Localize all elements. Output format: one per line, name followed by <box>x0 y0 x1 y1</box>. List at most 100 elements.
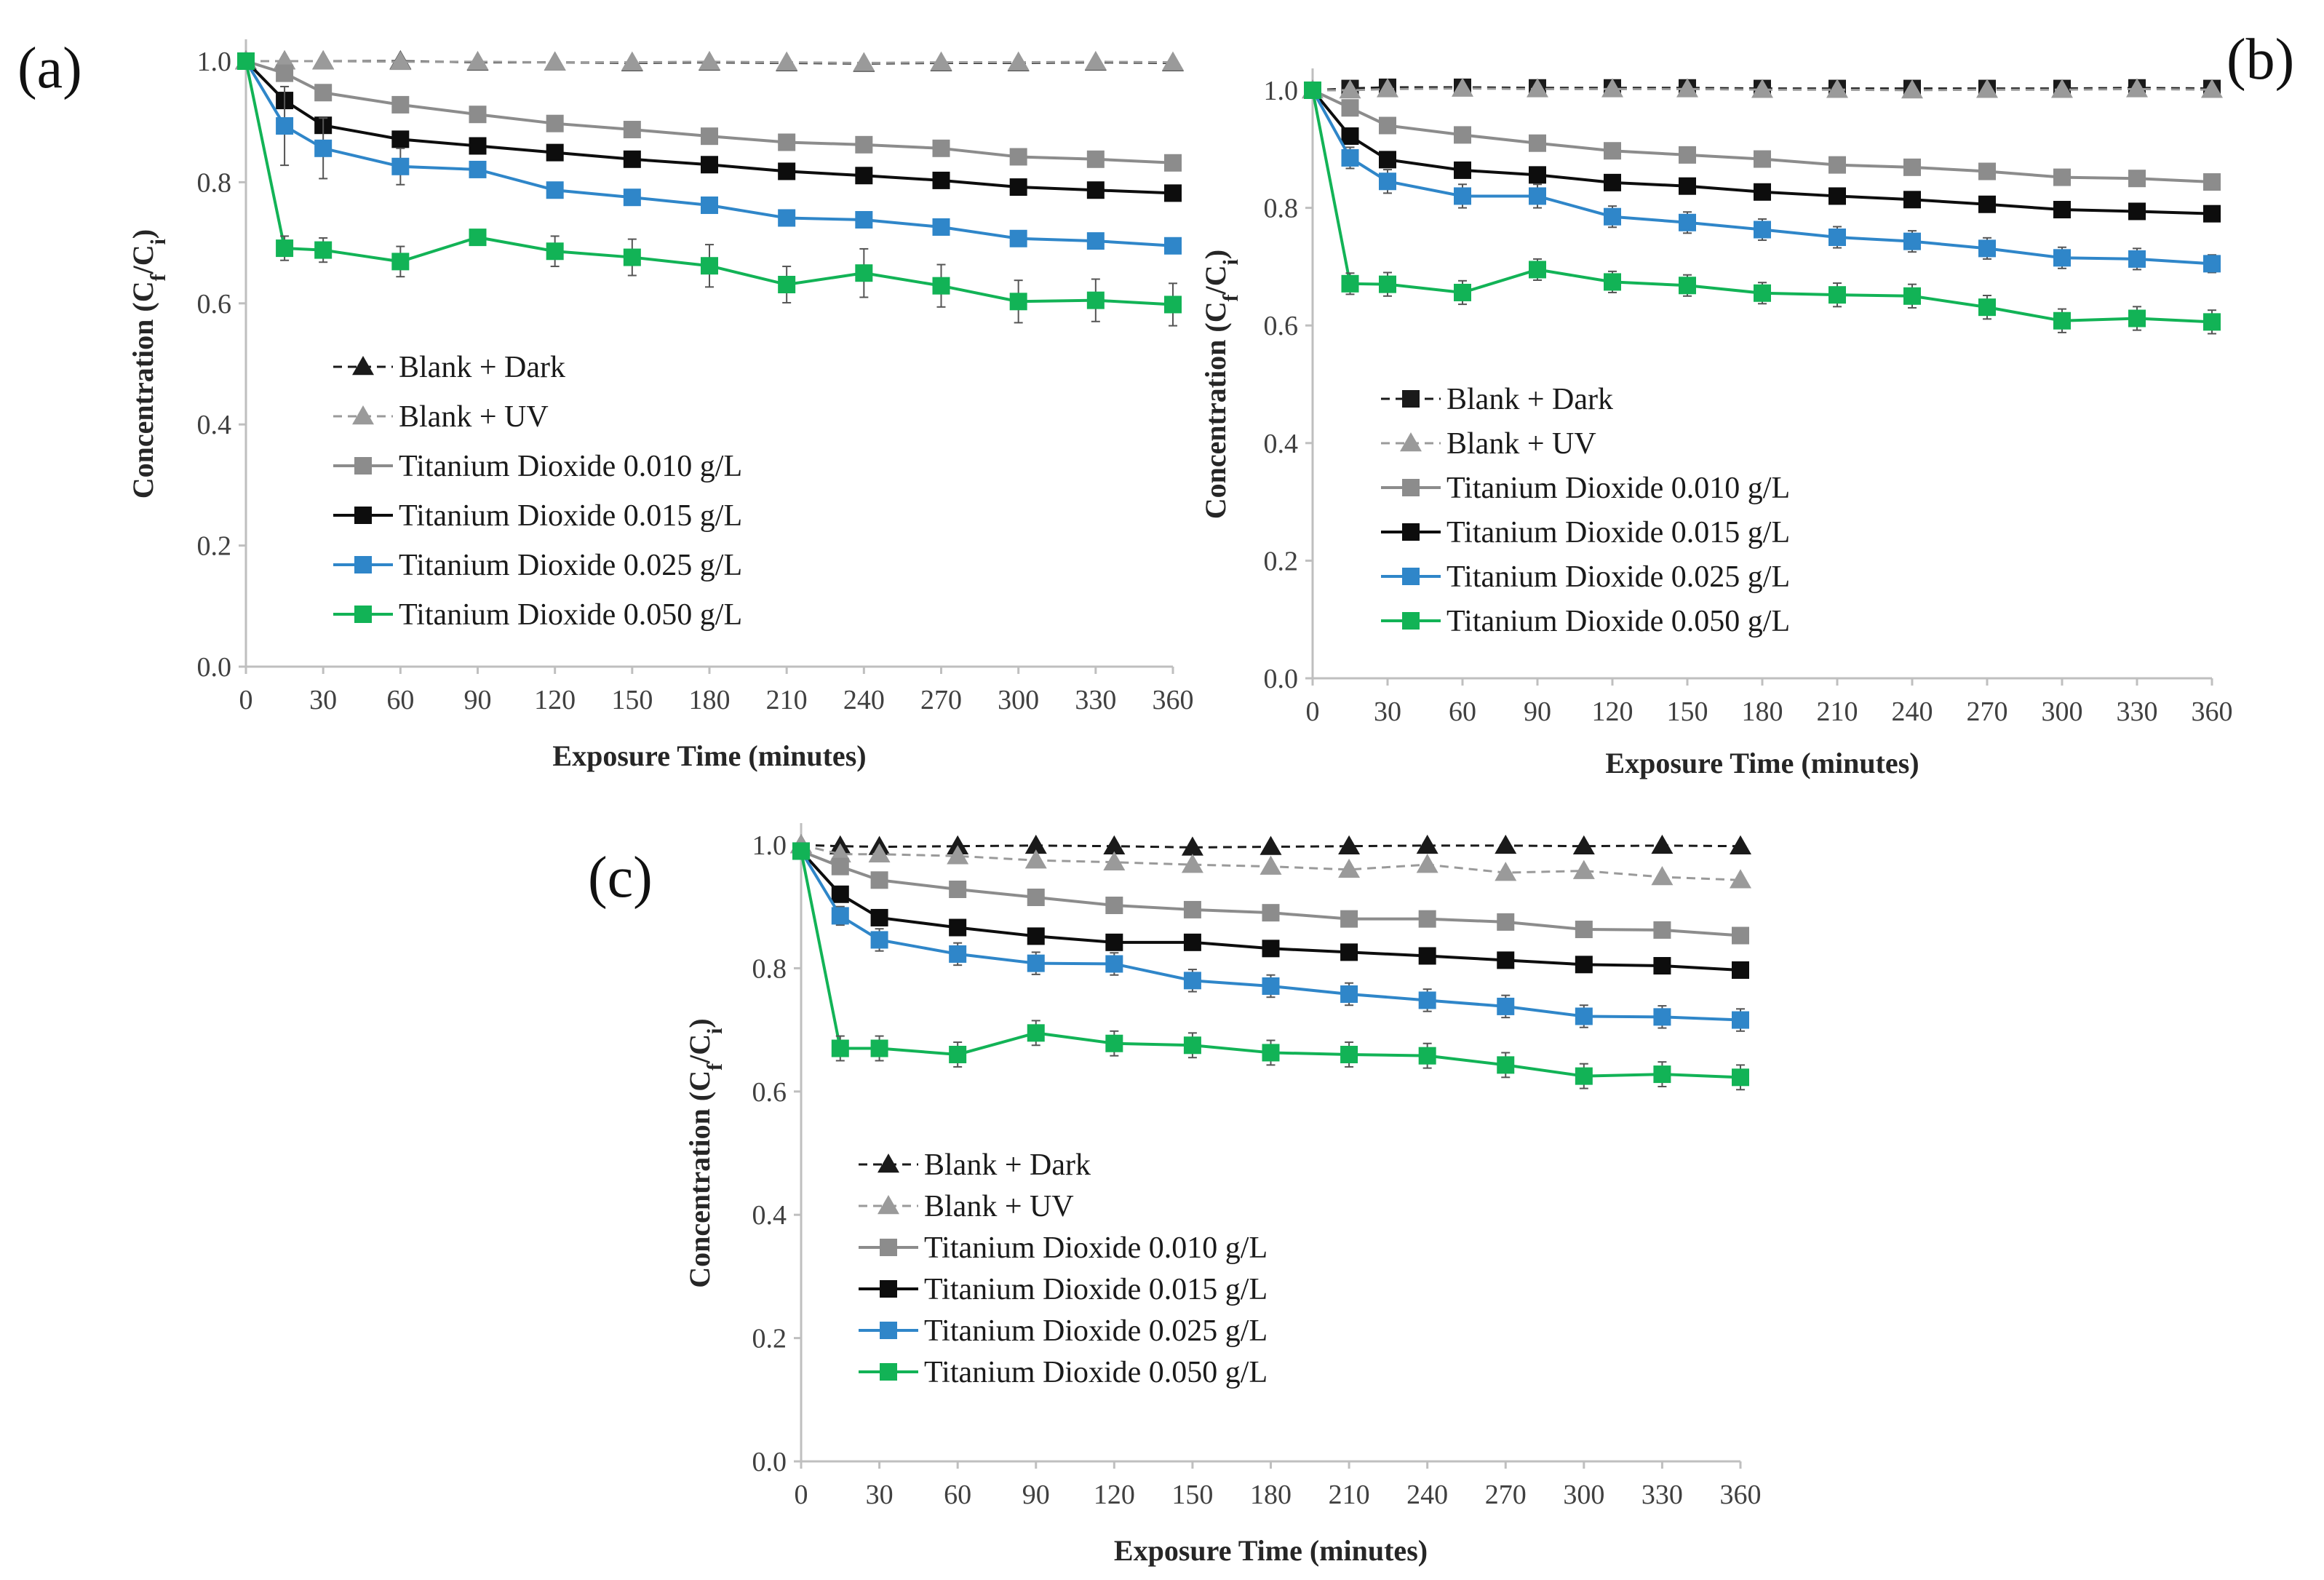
data-point <box>1651 834 1674 854</box>
data-point <box>391 130 410 148</box>
data-point <box>1164 237 1182 255</box>
x-tick-label: 60 <box>386 685 414 715</box>
data-point <box>2128 170 2146 188</box>
data-point <box>1575 956 1593 974</box>
x-tick-label: 300 <box>1563 1480 1604 1510</box>
data-point <box>1379 275 1396 293</box>
y-tick-label: 0.2 <box>752 1324 787 1354</box>
series-line <box>244 60 1174 247</box>
data-point <box>1164 154 1182 172</box>
data-point <box>1732 961 1749 979</box>
x-tick-label: 150 <box>1171 1480 1213 1510</box>
x-tick-label: 180 <box>689 685 731 715</box>
data-point <box>829 843 851 862</box>
data-point <box>1529 134 1546 152</box>
data-point <box>2053 201 2071 219</box>
data-point <box>1903 191 1921 209</box>
data-point <box>1572 835 1595 854</box>
legend-label: Blank + Dark <box>399 351 565 384</box>
series-6 <box>237 52 1182 327</box>
series-line <box>245 60 1174 164</box>
x-tick-label: 270 <box>920 685 962 715</box>
series-line <box>244 60 1174 306</box>
x-tick-label: 330 <box>1641 1480 1683 1510</box>
panel-label: (a) <box>17 36 82 100</box>
data-point <box>1164 295 1182 314</box>
data-point <box>1651 866 1674 886</box>
data-point <box>314 139 333 157</box>
data-point <box>1338 858 1361 878</box>
series-line <box>1311 89 2213 215</box>
legend-label: Blank + Dark <box>924 1148 1091 1182</box>
data-point <box>1418 947 1436 965</box>
data-point <box>1377 78 1398 98</box>
data-point <box>1340 943 1358 961</box>
data-point <box>1454 187 1471 205</box>
data-point <box>1162 51 1184 71</box>
x-tick-label: 150 <box>1667 696 1708 727</box>
y-axis-title: Concentration (Cf/Ci) <box>683 1018 727 1288</box>
legend-marker <box>1402 390 1420 408</box>
legend-item: Blank + Dark <box>859 1148 1091 1182</box>
y-tick-label: 1.0 <box>197 47 232 77</box>
y-tick-label: 1.0 <box>1264 76 1299 106</box>
x-tick-label: 330 <box>2117 696 2158 727</box>
data-point <box>1024 834 1047 854</box>
data-point <box>1027 1024 1045 1042</box>
data-point <box>1103 835 1126 854</box>
data-point <box>2203 255 2221 273</box>
x-tick-label: 270 <box>1485 1480 1527 1510</box>
data-point <box>1575 1067 1593 1085</box>
x-tick-label: 90 <box>464 685 492 715</box>
data-point <box>778 162 796 180</box>
data-point <box>1262 1044 1280 1062</box>
data-point <box>2203 205 2221 223</box>
data-point <box>1529 187 1546 205</box>
data-point <box>853 52 875 71</box>
data-point <box>932 139 950 157</box>
data-point <box>1418 1047 1436 1065</box>
series-line <box>1311 90 2213 266</box>
y-axis-title-part: Concentration (C <box>683 1071 716 1288</box>
data-point <box>1575 1007 1593 1025</box>
y-axis-title-subscript: i <box>146 239 170 245</box>
legend-marker <box>1402 523 1420 541</box>
legend-label: Titanium Dioxide 0.015 g/L <box>399 499 742 533</box>
series-line <box>1312 89 2213 184</box>
data-point <box>947 835 969 854</box>
data-point <box>1454 161 1471 179</box>
legend-marker <box>1400 432 1422 452</box>
panel-label: (c) <box>588 846 653 910</box>
legend-label: Titanium Dioxide 0.010 g/L <box>924 1231 1268 1265</box>
data-point <box>1732 926 1749 945</box>
data-point <box>1181 854 1203 873</box>
legend-item: Blank + UV <box>859 1190 1074 1223</box>
data-point <box>1086 181 1105 199</box>
legend-marker <box>880 1239 897 1256</box>
data-point <box>1105 1034 1123 1052</box>
data-point <box>1452 77 1473 97</box>
data-point <box>546 242 564 261</box>
data-point <box>1183 1036 1201 1055</box>
data-point <box>1262 904 1280 922</box>
x-tick-label: 180 <box>1250 1480 1292 1510</box>
legend-marker <box>880 1322 897 1339</box>
y-tick-label: 0.4 <box>197 410 232 440</box>
data-point <box>932 218 950 236</box>
data-point <box>276 239 294 258</box>
data-point <box>778 276 796 294</box>
x-tick-label: 240 <box>1406 1480 1448 1510</box>
data-point <box>1340 985 1358 1003</box>
data-point <box>2128 309 2146 327</box>
y-tick-label: 0.6 <box>752 1077 787 1108</box>
series-line <box>1311 90 2213 324</box>
series-5 <box>792 842 1749 1032</box>
legend-marker <box>354 606 372 623</box>
data-point <box>1454 283 1471 301</box>
data-point <box>855 167 873 185</box>
chart-panel-3: 0 30 60 90 120 150 180 210 240 270 300 330 360 0.0 0.2… <box>588 823 1762 1567</box>
data-point <box>1497 1056 1515 1074</box>
data-point <box>1183 933 1201 951</box>
y-tick-label: 0.0 <box>752 1447 787 1477</box>
y-tick-label: 0.8 <box>752 953 787 984</box>
